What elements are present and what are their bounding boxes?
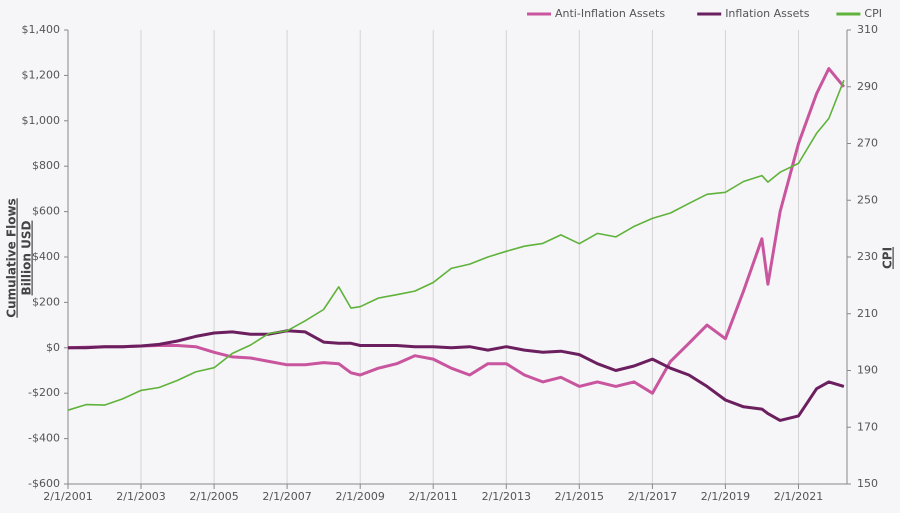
y-tick-label: -$200 <box>28 386 60 399</box>
x-tick-label: 2/1/2021 <box>774 490 823 503</box>
y2-tick-label: 150 <box>857 477 878 490</box>
x-tick-label: 2/1/2011 <box>408 490 457 503</box>
y2-tick-label: 310 <box>857 23 878 36</box>
y2-axis-label: CPI <box>881 247 895 269</box>
y2-tick-label: 170 <box>857 420 878 433</box>
x-tick-label: 2/1/2009 <box>335 490 384 503</box>
y-tick-label: $1,000 <box>22 114 61 127</box>
y-tick-label: -$600 <box>28 477 60 490</box>
series-line <box>67 79 845 411</box>
y2-tick-label: 230 <box>857 250 878 263</box>
y2-tick-label: 210 <box>857 307 878 320</box>
x-tick-label: 2/1/2001 <box>43 490 92 503</box>
y-axis-label: Billion USD <box>20 221 34 296</box>
y-tick-label: $800 <box>32 159 60 172</box>
x-tick-label: 2/1/2019 <box>701 490 750 503</box>
y2-tick-label: 290 <box>857 80 878 93</box>
y-tick-label: -$400 <box>28 432 60 445</box>
y-tick-label: $1,400 <box>22 23 61 36</box>
y-tick-label: $1,200 <box>22 68 61 81</box>
y-tick-label: $400 <box>32 250 60 263</box>
series-line <box>67 67 846 395</box>
y2-tick-label: 250 <box>857 193 878 206</box>
y2-tick-label: 270 <box>857 137 878 150</box>
legend-label: Anti-Inflation Assets <box>555 7 665 20</box>
x-tick-label: 2/1/2013 <box>482 490 531 503</box>
series-line <box>68 329 845 422</box>
x-tick-label: 2/1/2003 <box>116 490 165 503</box>
x-tick-label: 2/1/2007 <box>262 490 311 503</box>
y-tick-label: $0 <box>46 341 60 354</box>
legend-label: Inflation Assets <box>725 7 810 20</box>
x-tick-label: 2/1/2015 <box>555 490 604 503</box>
x-tick-label: 2/1/2017 <box>628 490 677 503</box>
legend-label: CPI <box>864 7 882 20</box>
y-axis-label: Cumulative Flows <box>5 198 19 317</box>
y-tick-label: $600 <box>32 205 60 218</box>
x-tick-label: 2/1/2005 <box>189 490 238 503</box>
y2-tick-label: 190 <box>857 364 878 377</box>
y-tick-label: $200 <box>32 295 60 308</box>
